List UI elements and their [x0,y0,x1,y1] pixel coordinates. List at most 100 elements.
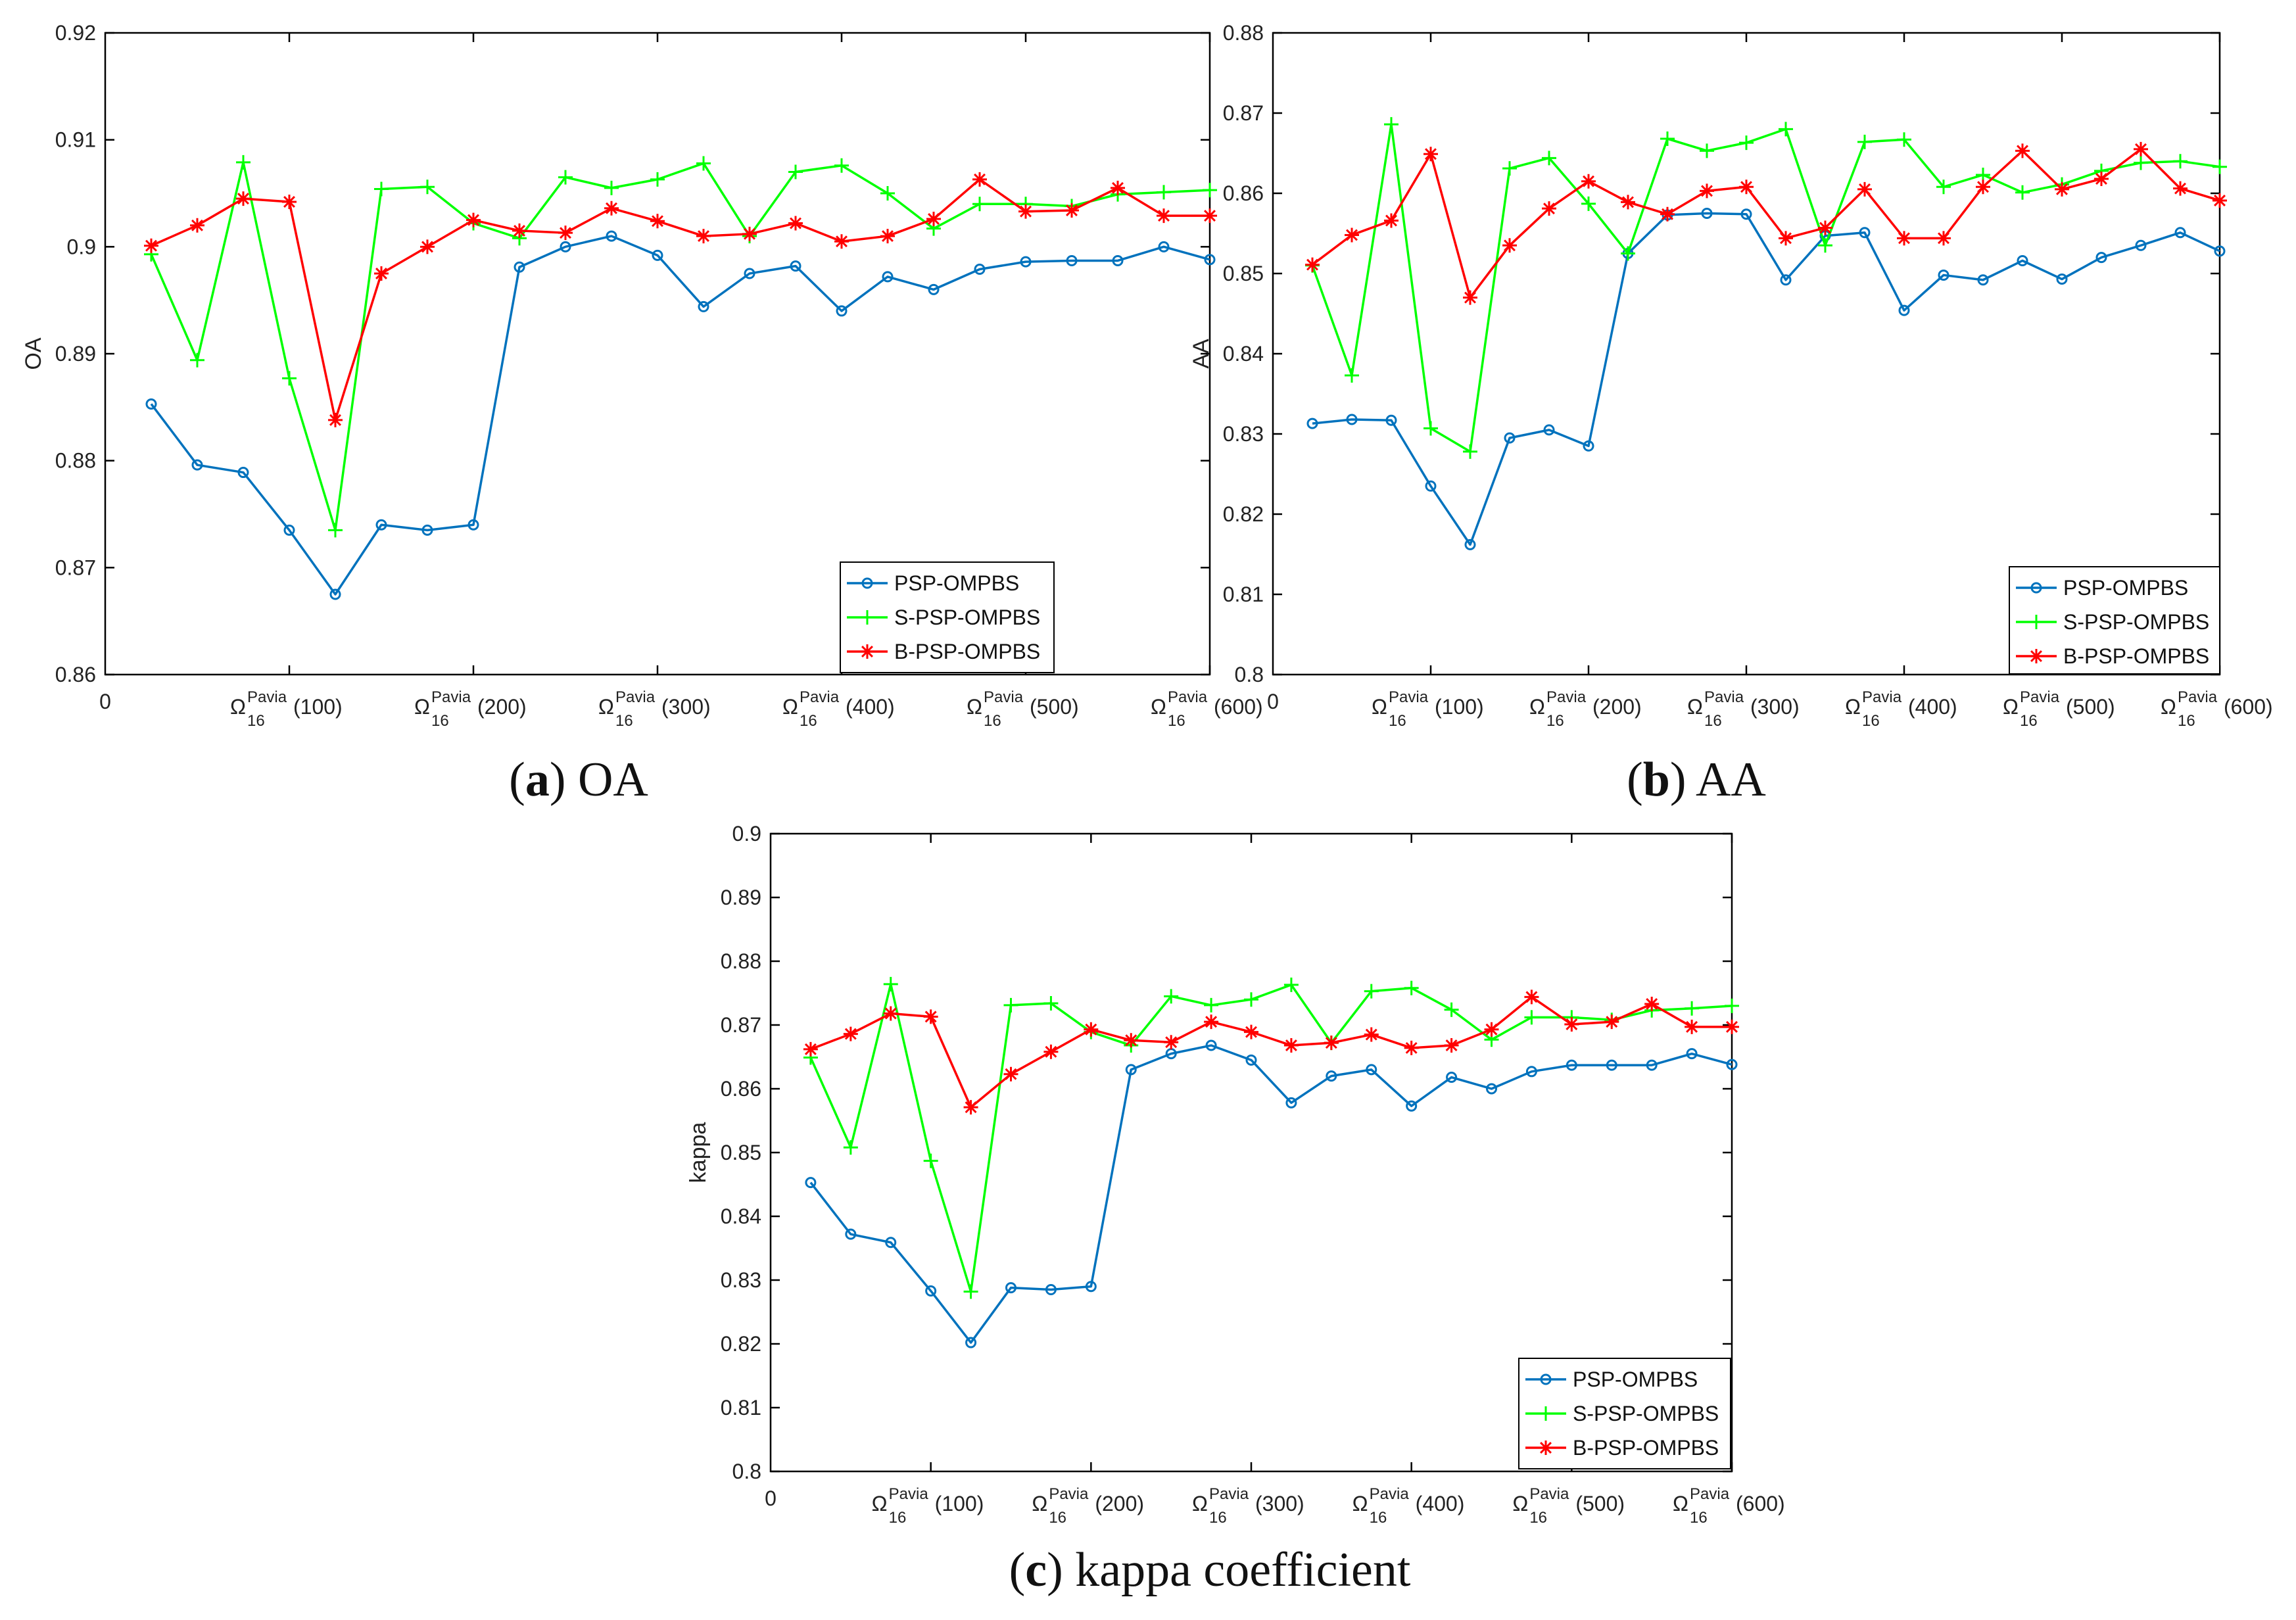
data-point [925,1285,937,1297]
data-point [2055,181,2069,197]
data-point [926,212,941,227]
data-point [2135,239,2147,251]
data-point [1606,1059,1617,1071]
data-point [836,305,848,317]
series-line [1312,212,2220,546]
series-line [809,983,1733,1293]
data-point [1725,1019,1739,1034]
data-point [1444,1002,1459,1017]
y-tick-label: 0.89 [721,886,761,909]
data-point [1084,1022,1099,1037]
x-tick-omega: Ω [414,695,430,719]
chart-caption: (b) AA [1627,753,1766,807]
x-tick-subscript: 16 [984,712,1001,730]
data-point [1364,984,1379,999]
data-point [883,1006,898,1021]
y-tick-label: 0.8 [1235,663,1264,686]
x-tick-subscript: 16 [889,1509,907,1527]
series-b-psp-ompbs [803,989,1739,1115]
data-point [843,1026,858,1041]
data-point [604,201,619,216]
x-tick-label: Ω Pavia 16 (500) [1512,1485,1625,1527]
x-tick-superscript: Pavia [2020,688,2060,706]
data-point [1020,256,1032,268]
data-point [1566,1059,1577,1071]
series-line [809,1044,1733,1344]
data-point [1502,238,1517,253]
data-point [1364,1027,1379,1042]
data-point [2173,154,2188,169]
data-point [883,976,898,991]
y-axis-label: OA [21,337,46,369]
data-point [2029,615,2044,629]
data-point [1045,1284,1057,1296]
legend-label: PSP-OMPBS [894,571,1019,595]
data-point [2173,181,2188,196]
data-point [282,195,297,210]
data-point [805,1177,817,1189]
data-point [191,459,203,471]
data-point [1164,989,1179,1004]
x-tick-omega: Ω [967,695,982,719]
data-point [1124,1033,1139,1048]
y-tick-label: 0.9 [67,235,96,258]
data-point [1936,231,1951,246]
data-point [2212,159,2227,174]
x-tick-subscript: 16 [1049,1509,1066,1527]
data-point [1780,274,1792,286]
x-tick-superscript: Pavia [615,688,656,706]
x-tick-label: Ω Pavia 16 (100) [230,688,343,730]
x-tick-omega: Ω [1032,1492,1047,1515]
data-point [144,238,158,253]
data-point [1164,1035,1179,1050]
data-point [2015,185,2030,200]
x-tick-subscript: 16 [2020,712,2038,730]
x-tick-argument: (600) [2224,695,2273,719]
data-point [190,352,204,368]
data-point [1003,1066,1018,1082]
data-point [1583,440,1594,452]
data-point [1739,179,1754,195]
data-point [374,181,389,197]
data-point [1542,201,1556,216]
data-point [1685,1019,1700,1034]
y-tick-label: 0.83 [721,1268,761,1292]
data-point [845,1228,857,1240]
series-b-psp-ompbs [144,172,1217,427]
data-point [1204,997,1219,1012]
x-tick-superscript: Pavia [1704,688,1744,706]
data-point [1385,414,1397,426]
data-point [650,172,665,187]
x-tick-omega: Ω [1845,695,1861,719]
data-point [1112,254,1124,266]
data-point [880,186,895,201]
data-point [1384,213,1399,228]
data-point [1204,254,1216,266]
data-point [283,524,295,536]
data-point [1245,1054,1257,1066]
data-point [834,158,849,173]
x-tick-argument: (600) [1214,695,1263,719]
x-tick-subscript: 16 [800,712,817,730]
data-point [1005,1282,1016,1294]
x-tick-label: Ω Pavia 16 (500) [2003,688,2115,730]
data-point [1203,183,1217,198]
series-s-psp-ompbs [144,155,1217,538]
y-tick-label: 0.82 [721,1332,761,1356]
x-tick-argument: (100) [1435,695,1484,719]
data-point [329,588,341,600]
data-point [788,164,803,179]
series-line [810,995,1732,1108]
x-tick-omega: Ω [1192,1492,1208,1515]
legend: PSP-OMPBS S-PSP-OMPBS B-PSP-OMPBS [2009,566,2220,675]
x-tick-subscript: 16 [1862,712,1880,730]
x-tick-label-zero: 0 [1267,690,1279,713]
data-point [1818,238,1832,253]
series-psp-ompbs [145,230,1216,600]
data-point [1897,231,1911,246]
legend-label: B-PSP-OMPBS [894,640,1040,663]
data-point [2214,245,2226,257]
data-point [1859,227,1871,239]
x-tick-subscript: 16 [615,712,633,730]
